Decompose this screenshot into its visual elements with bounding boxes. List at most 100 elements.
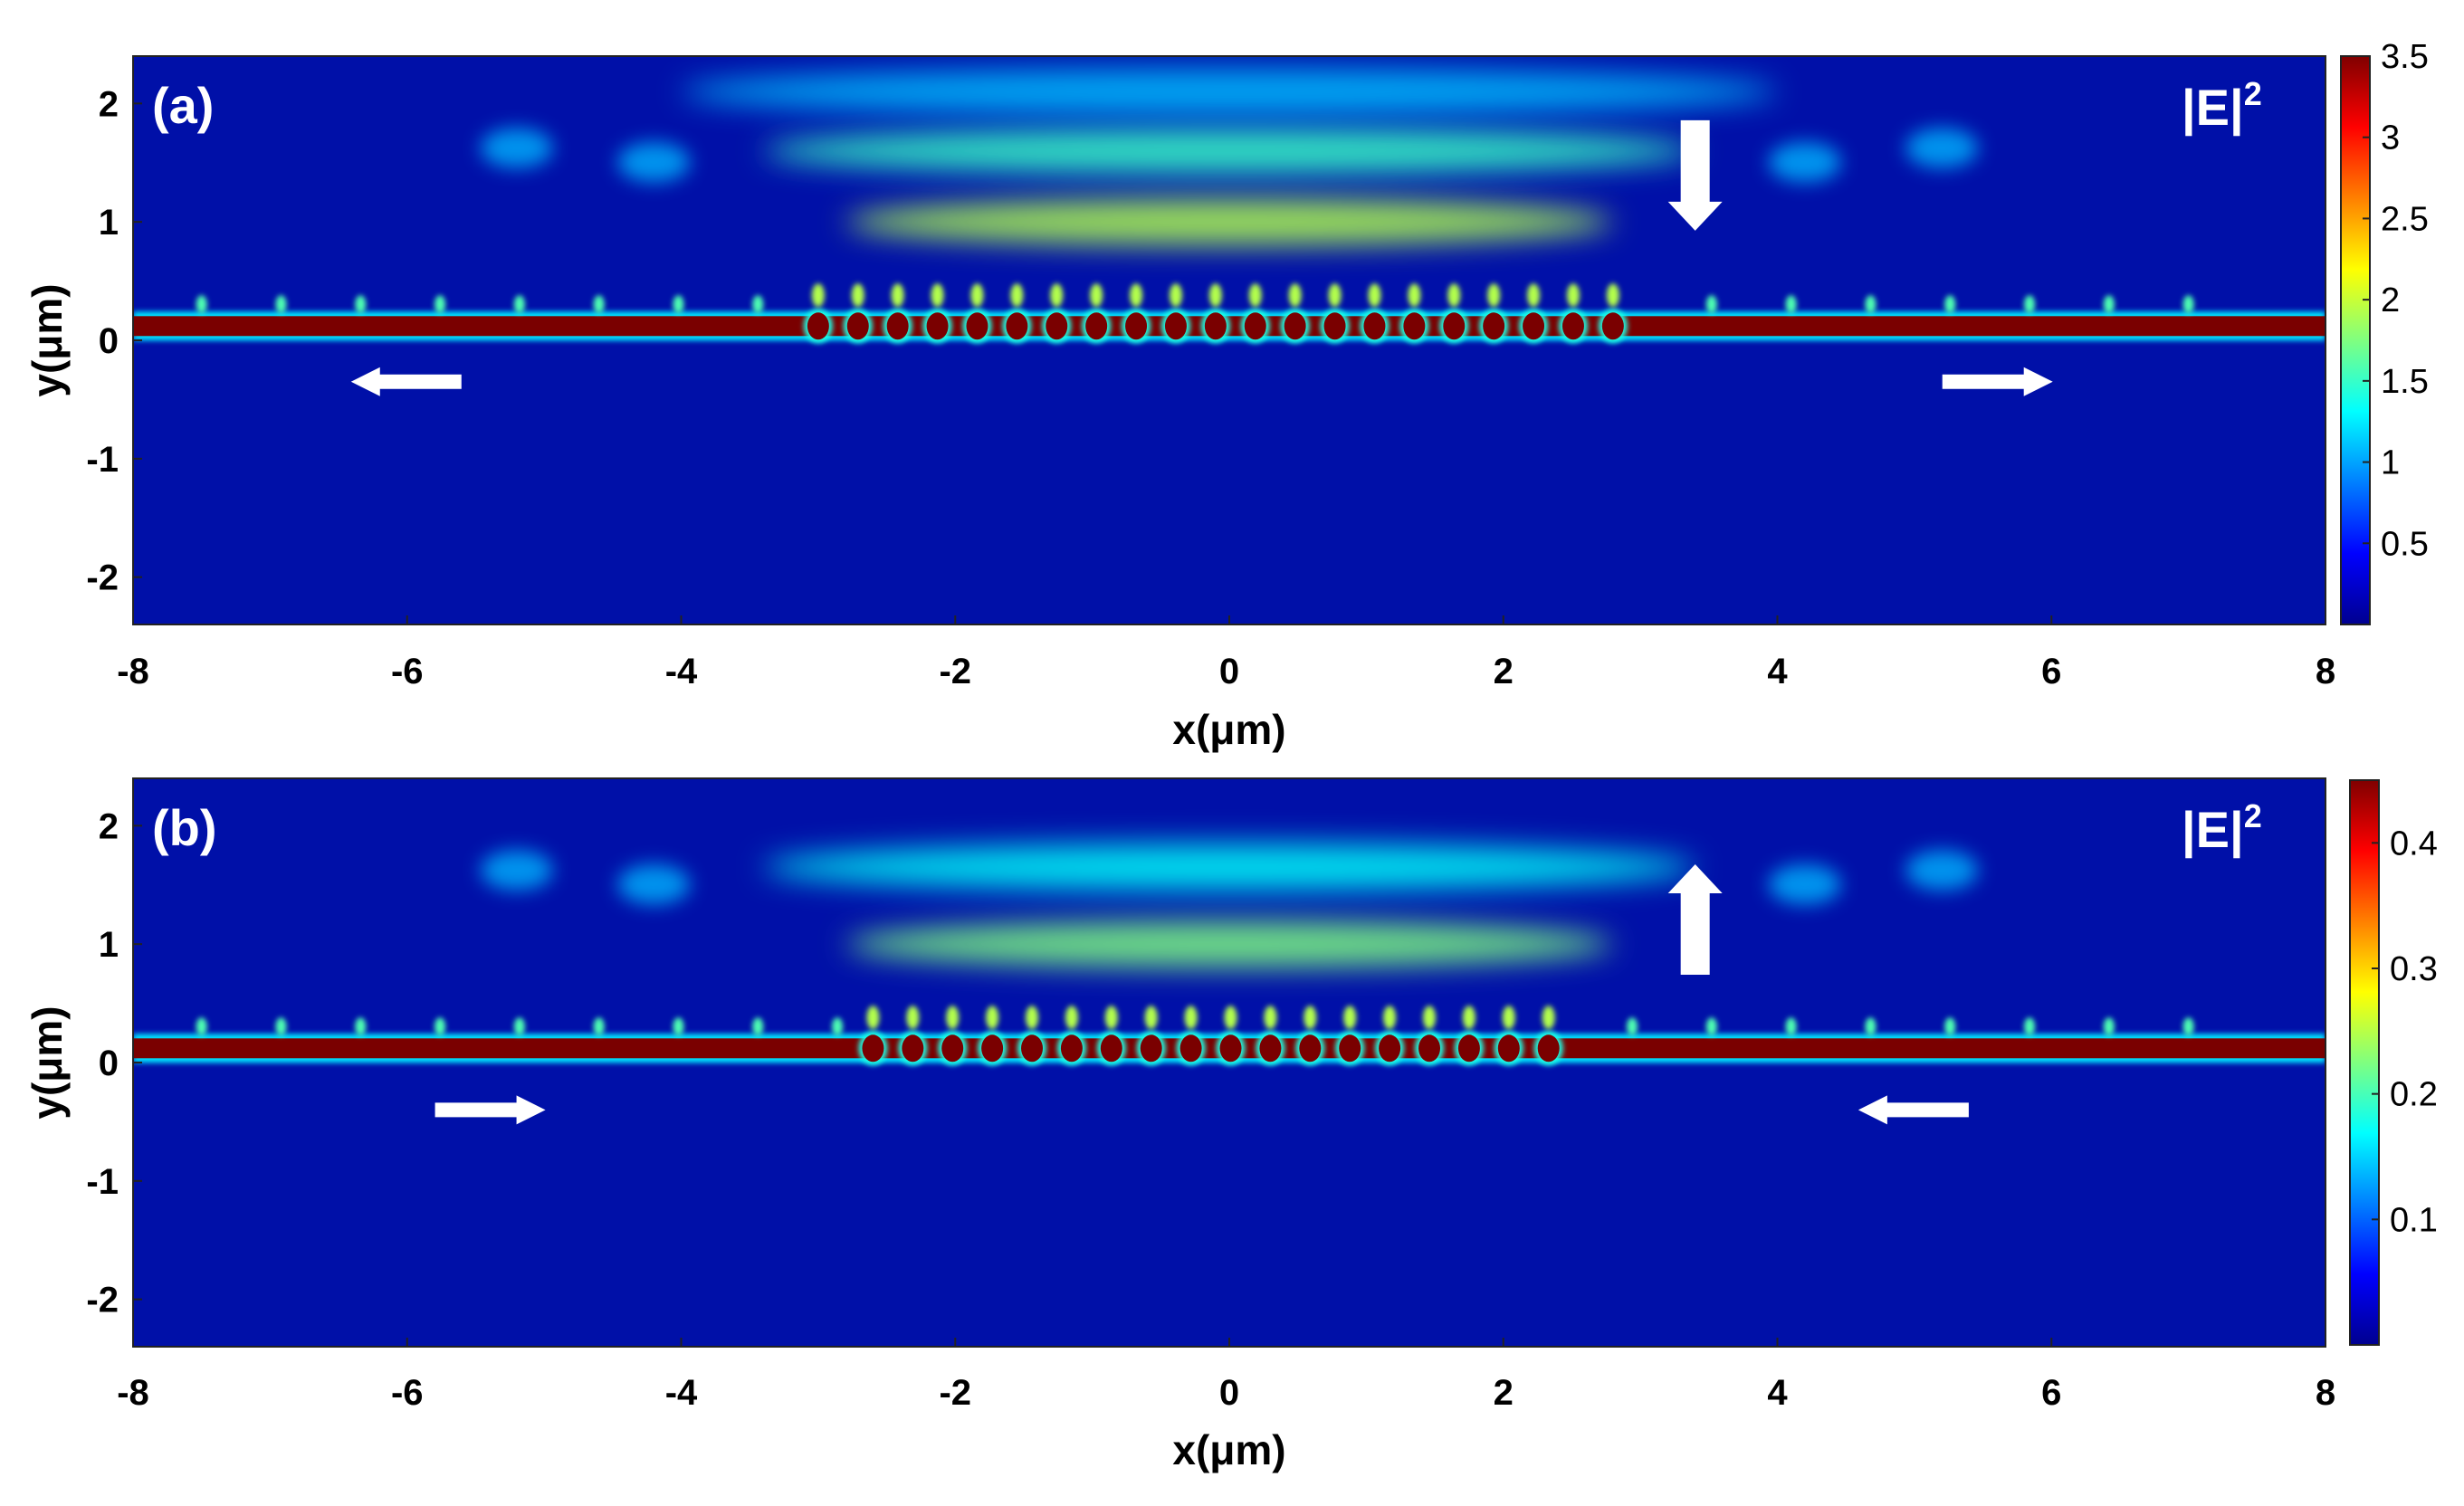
grating-spot [1244, 312, 1266, 340]
waveguide-bump [1865, 295, 1877, 314]
colorbar-tick-label: 3.5 [2381, 38, 2429, 76]
grating-lobe [1502, 1006, 1515, 1030]
grating-spot [1125, 312, 1148, 340]
arrows-b [435, 864, 1969, 1125]
grating-spot [1021, 1034, 1044, 1063]
x-tick-label: -2 [939, 652, 971, 691]
grating-spot [862, 1034, 884, 1063]
grating-spot [1443, 312, 1466, 340]
grating-spot [1339, 1034, 1361, 1063]
grating-spot [1060, 1034, 1083, 1063]
grating-spot [846, 312, 869, 340]
waveguide-bump [1785, 295, 1797, 314]
waveguide-bump [196, 295, 207, 314]
waveguide-bump [673, 1017, 684, 1036]
waveguide-bump [275, 1017, 287, 1036]
arrow-down [1667, 119, 1723, 231]
grating-lobe [1383, 1006, 1397, 1030]
arrow-left [1858, 1095, 1969, 1125]
x-tick-label: -6 [391, 1373, 424, 1413]
waveguide-bump [196, 1017, 207, 1036]
waveguide-bump [2103, 295, 2115, 314]
x-tick-label: 8 [2316, 1373, 2335, 1413]
grating-spot [1006, 312, 1028, 340]
grating-lobe [1527, 283, 1541, 308]
field-map-b [133, 844, 2326, 1066]
colorbar-tick-label: 0.4 [2390, 824, 2438, 863]
grating-lobe [906, 1006, 920, 1030]
grating-lobe [970, 283, 984, 308]
arrows-a [350, 119, 2053, 396]
y-tick-label: 0 [99, 1044, 119, 1083]
waveguide-bump [513, 1017, 525, 1036]
grating-lobe [1050, 283, 1064, 308]
colorbar-tick-label: 0.1 [2390, 1201, 2438, 1239]
grating-lobe [811, 283, 825, 308]
y-axis-label-a: y(μm) [24, 283, 71, 396]
grating-lobe [1542, 1006, 1555, 1030]
waveguide-bump [1944, 1017, 1956, 1036]
waveguide-bump [1627, 1017, 1638, 1036]
grating-lobe [1343, 1006, 1357, 1030]
waveguide-bump [2182, 295, 2194, 314]
grating-spot [807, 312, 829, 340]
y-axis-label-b: y(μm) [24, 1006, 71, 1119]
grating-lobe [1462, 1006, 1476, 1030]
waveguide-bump [355, 1017, 367, 1036]
panel-a: -8 -6 -4 -2 0 2 4 6 8 -2 -1 0 1 2 (a) |E|2 x(μm) y(μm… [24, 38, 2429, 753]
x-tick-label: 8 [2316, 652, 2335, 691]
grating-lobe [1566, 283, 1580, 308]
radiated-beam [845, 920, 1613, 968]
grating-lobe [986, 1006, 999, 1030]
grating-spot [1523, 312, 1545, 340]
panel-b: -8 -6 -4 -2 0 2 4 6 8 -2 -1 0 1 2 (b) |E|2 x(μm) y(μm… [24, 777, 2438, 1473]
waveguide-bump [2024, 295, 2036, 314]
side-lobe [480, 850, 553, 891]
side-lobe [1768, 864, 1841, 905]
grating-lobe [1328, 283, 1342, 308]
x-tick-label: 6 [2041, 652, 2061, 691]
grating-lobe [1248, 283, 1262, 308]
panel-label-a: (a) [152, 77, 214, 134]
colorbar-tick-label: 2.5 [2381, 200, 2429, 238]
axes-b: -8 -6 -4 -2 0 2 4 6 8 -2 -1 0 1 2 [86, 777, 2335, 1413]
grating-spot [1219, 1034, 1242, 1063]
radiated-beam [845, 198, 1613, 246]
side-lobe [1905, 850, 1979, 891]
colorbar-tick-label: 0.2 [2390, 1076, 2438, 1114]
grating-lobe [1144, 1006, 1158, 1030]
y-tick-label: -2 [86, 1281, 119, 1320]
grating-spot [981, 1034, 1004, 1063]
grating-lobe [1169, 283, 1182, 308]
grating-lobe [1026, 1006, 1039, 1030]
grating-spot [1164, 312, 1187, 340]
grating-spot [926, 312, 949, 340]
x-axis-label-a: x(μm) [1172, 706, 1285, 753]
grating-spot [1483, 312, 1505, 340]
grating-lobe [1208, 283, 1222, 308]
grating-lobe [851, 283, 864, 308]
grating-spot [1403, 312, 1426, 340]
grating-lobe [1264, 1006, 1277, 1030]
x-tick-label: 2 [1494, 652, 1514, 691]
grating-lobe [1606, 283, 1619, 308]
side-lobe [617, 864, 691, 905]
grating-spot [966, 312, 988, 340]
waveguide-bump [513, 295, 525, 314]
waveguide-bump [355, 295, 367, 314]
grating-lobe [1368, 283, 1381, 308]
side-lobe [617, 142, 691, 183]
grating-spot [1457, 1034, 1480, 1063]
waveguide-bump [1705, 1017, 1717, 1036]
grating-spot [1100, 1034, 1122, 1063]
colorbar-label-b: |E|2 [2182, 797, 2262, 859]
grating-spot [1561, 312, 1584, 340]
y-tick-label: 0 [99, 321, 119, 361]
side-lobe [480, 128, 553, 168]
colorbar-tick-label: 1.5 [2381, 363, 2429, 401]
grating-lobe [1224, 1006, 1237, 1030]
field-map-a [133, 68, 2326, 344]
waveguide-bump [593, 1017, 605, 1036]
y-tick-label: 1 [99, 203, 119, 243]
